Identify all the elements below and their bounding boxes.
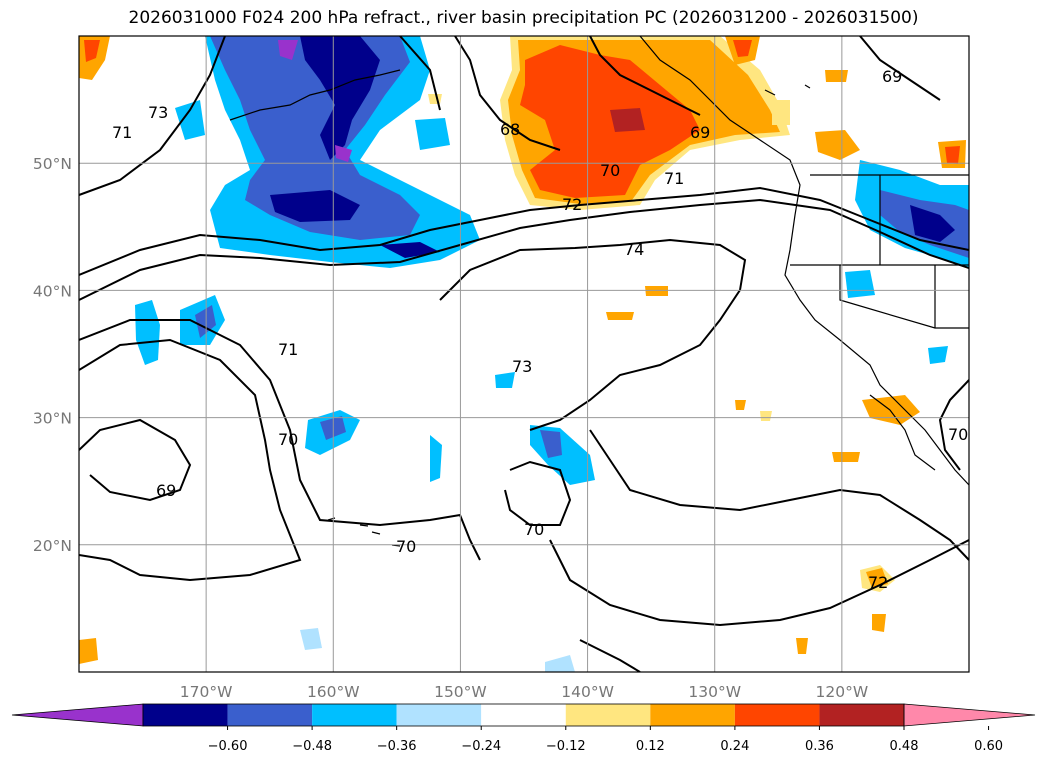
latitude-tick-label: 50°N bbox=[33, 155, 72, 173]
colorbar-tick-label: 0.60 bbox=[974, 739, 1003, 754]
colorbar-tick-label: 0.48 bbox=[890, 739, 919, 754]
latitude-tick-label: 30°N bbox=[33, 410, 72, 428]
contour-label: 73 bbox=[512, 357, 532, 376]
longitude-tick-label: 150°W bbox=[434, 683, 487, 701]
latitude-tick-label: 20°N bbox=[33, 537, 72, 555]
longitude-tick-label: 160°W bbox=[307, 683, 360, 701]
colorbar: −0.60 −0.48 −0.36 −0.24 −0.12 0.12 0.24 0.36 0.4… bbox=[12, 704, 1035, 754]
longitude-tick-label: 170°W bbox=[180, 683, 233, 701]
contour-label: 74 bbox=[624, 240, 644, 259]
colorbar-extend-high bbox=[904, 704, 1035, 726]
contour-label: 71 bbox=[278, 340, 298, 359]
contour-label: 69 bbox=[156, 481, 176, 500]
contour-label: 70 bbox=[600, 161, 620, 180]
contour-label: 70 bbox=[278, 430, 298, 449]
precipitation-shading bbox=[79, 36, 969, 672]
colorbar-segment bbox=[566, 704, 651, 726]
contour-label: 68 bbox=[500, 120, 520, 139]
colorbar-tick-label: −0.24 bbox=[461, 739, 501, 754]
latitude-labels: 50°N 40°N 30°N 20°N bbox=[33, 155, 72, 555]
colorbar-tick-label: 0.12 bbox=[636, 739, 665, 754]
colorbar-tick-label: −0.12 bbox=[546, 739, 586, 754]
contour-label: 71 bbox=[112, 123, 132, 142]
colorbar-segment bbox=[312, 704, 397, 726]
colorbar-segment bbox=[397, 704, 482, 726]
contour-label: 70 bbox=[396, 537, 416, 556]
colorbar-tick-label: 0.36 bbox=[805, 739, 834, 754]
longitude-tick-label: 140°W bbox=[561, 683, 614, 701]
contour-label: 73 bbox=[148, 103, 168, 122]
colorbar-tick-label: 0.24 bbox=[720, 739, 749, 754]
contour-label: 69 bbox=[882, 67, 902, 86]
colorbar-segment bbox=[481, 704, 566, 726]
contour-label: 70 bbox=[524, 520, 544, 539]
colorbar-segment bbox=[735, 704, 820, 726]
colorbar-tick-label: −0.36 bbox=[377, 739, 417, 754]
longitude-tick-label: 130°W bbox=[688, 683, 741, 701]
colorbar-segment bbox=[650, 704, 735, 726]
colorbar-tick-label: −0.60 bbox=[208, 739, 248, 754]
contour-label: 71 bbox=[664, 169, 684, 188]
colorbar-extend-low bbox=[12, 704, 143, 726]
colorbar-segment bbox=[143, 704, 228, 726]
colorbar-tick-label: −0.48 bbox=[292, 739, 332, 754]
latitude-tick-label: 40°N bbox=[33, 282, 72, 300]
contour-label: 69 bbox=[690, 123, 710, 142]
longitude-tick-label: 120°W bbox=[816, 683, 869, 701]
longitude-labels: 170°W 160°W 150°W 140°W 130°W 120°W bbox=[180, 683, 868, 701]
contour-label: 70 bbox=[948, 425, 968, 444]
contour-label: 72 bbox=[562, 195, 582, 214]
colorbar-segment bbox=[819, 704, 904, 726]
contour-label: 72 bbox=[868, 573, 888, 592]
colorbar-segment bbox=[228, 704, 313, 726]
